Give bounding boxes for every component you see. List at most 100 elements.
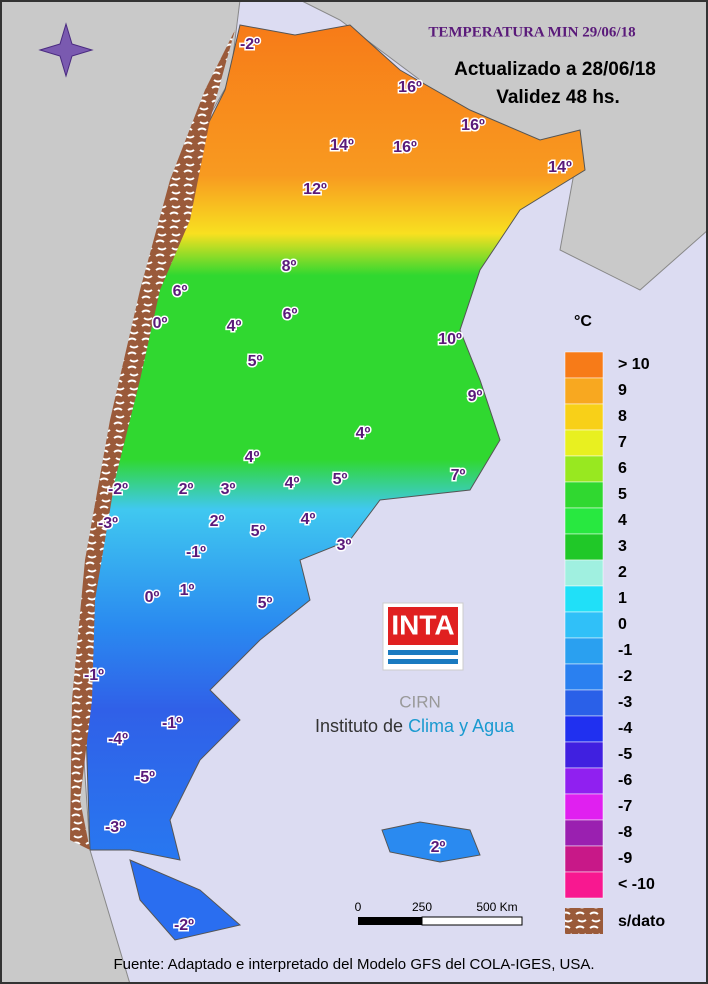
temp-label: 1º	[180, 582, 195, 599]
logo-center: CIRN	[399, 692, 441, 711]
legend-label: 6	[618, 460, 627, 477]
legend-label: 7	[618, 434, 627, 451]
temp-label: 3º	[221, 481, 236, 498]
legend-label: > 10	[618, 356, 650, 373]
temp-label: 4º	[285, 475, 300, 492]
temp-label: 2º	[179, 481, 194, 498]
temp-label: -1º	[84, 667, 104, 684]
temp-label: 6º	[283, 306, 298, 323]
legend-swatch	[564, 715, 604, 743]
legend-label: -2	[618, 668, 632, 685]
temp-label: 12º	[303, 181, 327, 198]
temp-label: 16º	[393, 139, 417, 156]
temp-label: 2º	[210, 513, 225, 530]
malvinas	[381, 821, 481, 863]
footer: Fuente: Adaptado e interpretado del Mode…	[113, 956, 594, 973]
scale-bar	[421, 916, 523, 926]
legend-label: 2	[618, 564, 627, 581]
temp-label: 4º	[245, 449, 260, 466]
legend-swatch	[564, 637, 604, 665]
logo-stripe	[388, 650, 458, 655]
temp-label: 4º	[356, 425, 371, 442]
legend-label: 8	[618, 408, 627, 425]
temp-label: 14º	[330, 137, 354, 154]
temp-label: 5º	[251, 523, 266, 540]
temp-label: 5º	[248, 353, 263, 370]
temp-label: 2º	[431, 839, 446, 856]
scale-label: 500 Km	[476, 900, 517, 914]
legend-label: < -10	[618, 876, 655, 893]
temp-label: 5º	[333, 471, 348, 488]
legend-label: -8	[618, 824, 632, 841]
legend-swatch	[564, 481, 604, 509]
updated: Actualizado a 28/06/18	[454, 59, 656, 80]
logo-stripe	[388, 659, 458, 664]
legend-label: 0	[618, 616, 627, 633]
legend-swatch	[564, 611, 604, 639]
legend-label: -3	[618, 694, 632, 711]
legend-swatch	[564, 429, 604, 457]
temp-label: -3º	[98, 515, 118, 532]
legend-swatch	[564, 377, 604, 405]
temp-label: 16º	[398, 79, 422, 96]
logo-red	[388, 607, 458, 645]
logo-name: INTA	[391, 609, 454, 640]
temp-label: 4º	[301, 511, 316, 528]
temp-label: 9º	[468, 388, 483, 405]
legend-swatch	[564, 871, 604, 899]
scale-bar	[358, 917, 422, 925]
legend-swatch	[564, 741, 604, 769]
legend-swatch	[564, 455, 604, 483]
institute-prefix: Instituto de	[315, 716, 408, 736]
scale-label: 250	[412, 900, 432, 914]
no-data-label: s/dato	[618, 913, 665, 930]
legend-label: 3	[618, 538, 627, 555]
legend-swatch	[564, 689, 604, 717]
temp-label: 7º	[451, 467, 466, 484]
legend-swatch	[564, 403, 604, 431]
legend-label: 4	[618, 512, 627, 529]
temp-label: 16º	[461, 117, 485, 134]
legend-swatch	[564, 819, 604, 847]
legend-label: 9	[618, 382, 627, 399]
legend-label: -4	[618, 720, 632, 737]
legend-swatch	[564, 663, 604, 691]
temp-label: -2º	[108, 481, 128, 498]
temp-label: 4º	[227, 318, 242, 335]
compass	[38, 22, 94, 78]
temp-label: -2º	[240, 36, 260, 53]
legend-label: -1	[618, 642, 632, 659]
temp-label: -1º	[186, 544, 206, 561]
institute-highlight: Clima y Agua	[408, 716, 515, 736]
legend-label: -6	[618, 772, 632, 789]
title: TEMPERATURA MIN 29/06/18	[428, 24, 635, 40]
temp-label: 6º	[173, 283, 188, 300]
temp-label: 8º	[282, 258, 297, 275]
legend-swatch	[564, 351, 604, 379]
legend-label: 1	[618, 590, 627, 607]
temp-label: -5º	[135, 769, 155, 786]
temp-label: 0º	[145, 589, 160, 606]
legend-swatch	[564, 845, 604, 873]
legend-swatch	[564, 585, 604, 613]
temp-label: 0º	[153, 315, 168, 332]
scale-label: 0	[355, 900, 362, 914]
temp-label: -4º	[108, 731, 128, 748]
legend-swatch	[564, 533, 604, 561]
legend-unit: °C	[574, 313, 592, 330]
no-data-swatch	[565, 908, 603, 934]
temp-label: 5º	[258, 595, 273, 612]
temp-label: 14º	[548, 159, 572, 176]
legend-label: -7	[618, 798, 632, 815]
legend-label: -9	[618, 850, 632, 867]
legend-swatch	[564, 507, 604, 535]
validity: Validez 48 hs.	[496, 87, 620, 108]
legend-label: 5	[618, 486, 627, 503]
institute: Instituto de Clima y Agua	[315, 716, 515, 736]
tierra-del-fuego	[129, 859, 242, 941]
legend-swatch	[564, 559, 604, 587]
temp-label: 3º	[337, 537, 352, 554]
